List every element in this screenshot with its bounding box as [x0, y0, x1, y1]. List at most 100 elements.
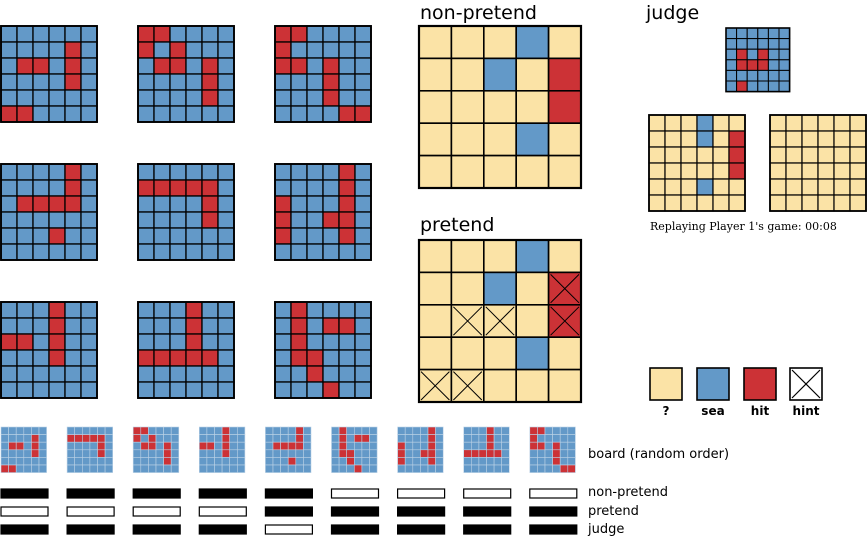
cell — [97, 441, 106, 451]
cell — [567, 441, 576, 451]
cell — [170, 457, 180, 466]
hypothesis-board — [0, 301, 98, 399]
cell — [64, 25, 82, 43]
cell — [354, 211, 372, 229]
cell — [66, 449, 75, 458]
cell — [274, 41, 292, 59]
grid-border — [417, 238, 583, 404]
cell — [23, 426, 32, 435]
cell — [290, 243, 308, 261]
cell — [290, 301, 308, 319]
cell — [32, 301, 50, 319]
cell — [482, 25, 517, 60]
cell — [48, 317, 66, 335]
cell — [559, 464, 569, 473]
cell — [265, 457, 274, 466]
cell — [132, 457, 142, 466]
cell — [48, 301, 66, 319]
cell — [137, 211, 155, 229]
cell — [214, 449, 223, 458]
cell — [153, 25, 171, 43]
cell — [214, 457, 223, 466]
cell — [306, 333, 324, 351]
cell — [217, 105, 235, 123]
cell — [306, 89, 324, 107]
cell — [849, 114, 867, 132]
cell — [137, 105, 155, 123]
cell — [64, 349, 82, 367]
hypothesis-board — [274, 301, 372, 399]
cell — [515, 368, 550, 403]
cell — [64, 211, 82, 229]
cell — [482, 90, 517, 125]
cell — [346, 426, 355, 435]
cell — [274, 25, 292, 43]
cell — [778, 48, 791, 61]
cell — [153, 89, 171, 107]
cell — [137, 25, 155, 43]
cell — [274, 333, 292, 351]
cell — [80, 365, 98, 383]
cell — [274, 365, 292, 383]
cell — [137, 195, 155, 213]
cell — [486, 434, 495, 443]
cell — [140, 449, 149, 458]
cell — [74, 464, 83, 473]
cell — [725, 59, 738, 71]
cell — [354, 41, 372, 59]
cell — [32, 105, 50, 123]
cell — [420, 434, 429, 443]
cell — [470, 426, 480, 435]
cell — [132, 441, 142, 451]
hypothesis-board — [0, 163, 98, 261]
condition-bar-pretend — [66, 506, 115, 517]
cell — [280, 426, 289, 435]
cell — [163, 441, 172, 451]
cell — [229, 464, 238, 473]
cell — [515, 57, 550, 92]
cell — [306, 227, 324, 245]
cell — [338, 89, 356, 107]
cell — [353, 426, 363, 435]
cell — [486, 426, 495, 435]
cell — [712, 162, 730, 180]
cell — [346, 434, 355, 443]
cell — [712, 114, 730, 132]
cell — [272, 464, 281, 473]
cell — [153, 163, 171, 181]
cell — [16, 333, 34, 351]
cell — [529, 441, 538, 451]
cell — [163, 464, 172, 473]
cell — [163, 449, 172, 458]
cell — [169, 195, 187, 213]
cell — [137, 243, 155, 261]
cell — [290, 333, 308, 351]
cell — [463, 449, 472, 458]
cell — [746, 69, 759, 82]
cell — [16, 227, 34, 245]
cell — [537, 464, 546, 473]
cell — [185, 349, 203, 367]
cell — [450, 25, 485, 60]
condition-bar-non-pretend — [66, 488, 115, 499]
cell — [470, 449, 480, 458]
cell — [32, 41, 50, 59]
cell — [137, 333, 155, 351]
cell — [237, 434, 246, 443]
cell — [412, 464, 421, 473]
cell — [80, 301, 98, 319]
legend-swatch — [649, 367, 683, 401]
cell — [169, 301, 187, 319]
cell — [769, 146, 787, 164]
cell — [237, 464, 246, 473]
cell — [547, 368, 582, 403]
cell — [290, 317, 308, 335]
cell — [23, 449, 32, 458]
cell — [221, 434, 231, 443]
cell — [833, 194, 851, 212]
cell — [736, 59, 748, 71]
cell — [32, 179, 50, 197]
cell — [680, 146, 698, 164]
cell — [153, 243, 171, 261]
cell — [15, 441, 25, 451]
